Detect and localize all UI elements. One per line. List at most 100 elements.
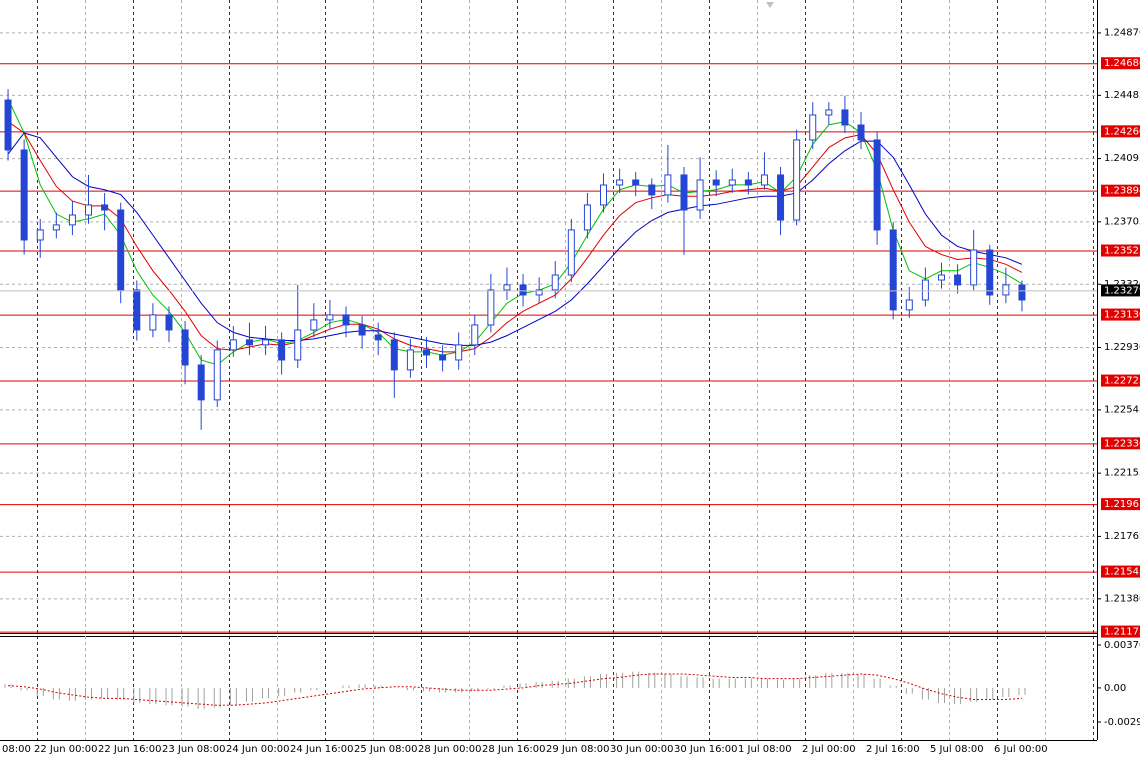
level-label: 1.21545 — [1104, 567, 1140, 578]
candle-body — [455, 344, 463, 361]
candle-body — [519, 284, 527, 296]
x-tick-label: 6 Jul 00:00 — [994, 744, 1048, 755]
candle-body — [905, 299, 913, 311]
candle-body — [551, 274, 559, 291]
candle-body — [1018, 284, 1026, 301]
y-tick-label: 1.23320 — [1104, 279, 1140, 290]
x-tick-label: 08:00 — [2, 744, 31, 755]
y-tick-label: 1.22155 — [1104, 468, 1140, 479]
candle-body — [471, 324, 479, 346]
level-label-box — [1101, 625, 1140, 638]
moving-average — [7, 132, 1023, 346]
level-label: 1.21175 — [1104, 627, 1140, 638]
candle-body — [101, 204, 109, 211]
candle-body — [68, 214, 76, 226]
level-label-box — [1101, 308, 1140, 321]
x-tick-label: 28 Jun 16:00 — [482, 744, 546, 755]
candle-body — [921, 279, 929, 301]
x-tick-label: 1 Jul 08:00 — [738, 744, 792, 755]
candle-body — [390, 339, 398, 371]
level-label: 1.22723 — [1104, 376, 1140, 387]
candle-body — [117, 209, 125, 291]
candle-body — [278, 339, 286, 361]
candle-body — [133, 289, 141, 331]
candle-body — [245, 339, 253, 346]
candle-body — [728, 179, 736, 186]
candle-body — [793, 139, 801, 221]
x-tick-label: 24 Jun 00:00 — [226, 744, 290, 755]
osc-y-tick-label: 0.00 — [1104, 683, 1126, 694]
y-tick-label: 1.24485 — [1104, 90, 1140, 101]
y-tick-label: 1.21765 — [1104, 531, 1140, 542]
candle-body — [760, 174, 768, 186]
candle-body — [632, 179, 640, 186]
candle-body — [616, 179, 624, 186]
level-label-box — [1101, 565, 1140, 578]
level-label-box — [1101, 57, 1140, 70]
candle-body — [970, 249, 978, 286]
level-label: 1.24680 — [1104, 58, 1140, 69]
candle-body — [406, 349, 414, 371]
candle-body — [857, 124, 865, 141]
candle-body — [358, 324, 366, 336]
candle-body — [326, 314, 334, 321]
candle-body — [777, 174, 785, 221]
x-tick-label: 2 Jul 16:00 — [866, 744, 920, 755]
x-tick-label: 23 Jun 08:00 — [162, 744, 226, 755]
candle-body — [809, 114, 817, 141]
x-tick-label: 2 Jul 00:00 — [802, 744, 856, 755]
candle-body — [213, 349, 221, 401]
level-label: 1.23525 — [1104, 246, 1140, 257]
level-label: 1.23894 — [1104, 186, 1140, 197]
level-label-box — [1101, 184, 1140, 197]
x-tick-label: 22 Jun 16:00 — [98, 744, 162, 755]
y-tick-label: 1.22930 — [1104, 342, 1140, 353]
candle-body — [439, 354, 447, 361]
level-label-box — [1101, 437, 1140, 450]
candle-body — [262, 339, 270, 346]
level-label-box — [1101, 498, 1140, 511]
level-label-box — [1101, 374, 1140, 387]
x-tick-label: 30 Jun 00:00 — [610, 744, 674, 755]
candle-body — [181, 329, 189, 366]
current-price-label: 1.23279 — [1104, 285, 1140, 296]
candle-body — [583, 204, 591, 231]
moving-average — [7, 98, 1023, 366]
candle-body — [712, 179, 720, 186]
candle-body — [342, 314, 350, 326]
candle-body — [422, 349, 430, 356]
candle-body — [52, 224, 60, 231]
level-label-box — [1101, 244, 1140, 257]
shift-marker — [766, 2, 774, 8]
y-tick-label: 1.24870 — [1104, 27, 1140, 38]
candle-body — [310, 319, 318, 331]
candle-body — [648, 184, 656, 196]
osc-y-tick-label: 0.003701 — [1104, 640, 1140, 651]
candle-body — [680, 174, 688, 211]
x-tick-label: 25 Jun 08:00 — [354, 744, 418, 755]
candle-body — [4, 99, 12, 151]
x-tick-label: 30 Jun 16:00 — [674, 744, 738, 755]
candle-body — [696, 179, 704, 211]
y-tick-label: 1.22545 — [1104, 404, 1140, 415]
candle-body — [954, 274, 962, 286]
current-price-box — [1101, 284, 1140, 297]
candle-body — [85, 204, 93, 216]
candle-body — [873, 139, 881, 231]
candle-body — [149, 314, 157, 331]
candle-body — [165, 314, 173, 331]
moving-average — [7, 121, 1023, 353]
candle-body — [986, 249, 994, 296]
level-label-box — [1101, 125, 1140, 138]
osc-y-tick-label: -0.00294 — [1104, 717, 1140, 728]
y-tick-label: 1.24095 — [1104, 153, 1140, 164]
candle-body — [937, 274, 945, 281]
candle-body — [825, 109, 833, 116]
level-label: 1.22336 — [1104, 438, 1140, 449]
candle-body — [535, 289, 543, 296]
candle-body — [1002, 284, 1010, 296]
candle-body — [487, 289, 495, 326]
